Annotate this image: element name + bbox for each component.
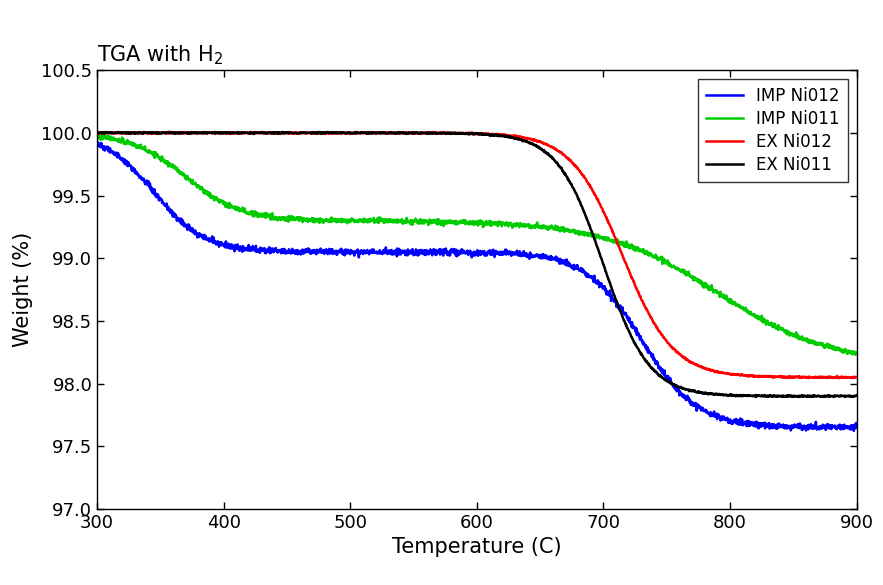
EX Ni011 — [462, 130, 472, 137]
IMP Ni012 — [462, 249, 472, 256]
Line: IMP Ni012: IMP Ni012 — [97, 142, 857, 431]
IMP Ni011 — [92, 136, 102, 143]
IMP Ni011 — [849, 351, 860, 358]
IMP Ni012 — [92, 140, 102, 147]
EX Ni012 — [131, 130, 141, 137]
EX Ni012 — [691, 361, 701, 368]
EX Ni011 — [794, 394, 804, 401]
EX Ni012 — [92, 130, 102, 137]
IMP Ni011 — [829, 346, 840, 353]
IMP Ni011 — [462, 219, 472, 226]
EX Ni012 — [834, 375, 844, 382]
X-axis label: Temperature (C): Temperature (C) — [392, 538, 562, 558]
EX Ni011 — [92, 129, 102, 136]
EX Ni011 — [442, 130, 452, 137]
Text: TGA with H$_2$: TGA with H$_2$ — [97, 44, 223, 67]
EX Ni011 — [691, 388, 701, 395]
EX Ni011 — [830, 392, 841, 399]
EX Ni011 — [829, 393, 840, 400]
IMP Ni012 — [829, 424, 840, 431]
IMP Ni011 — [131, 144, 141, 152]
Line: EX Ni011: EX Ni011 — [97, 132, 857, 397]
Line: IMP Ni011: IMP Ni011 — [97, 134, 857, 355]
Legend: IMP Ni012, IMP Ni011, EX Ni012, EX Ni011: IMP Ni012, IMP Ni011, EX Ni012, EX Ni011 — [698, 78, 849, 182]
EX Ni012 — [851, 374, 862, 381]
EX Ni012 — [829, 374, 840, 381]
IMP Ni011 — [851, 349, 862, 356]
IMP Ni012 — [92, 138, 102, 145]
EX Ni011 — [131, 130, 141, 137]
Line: EX Ni012: EX Ni012 — [97, 132, 857, 378]
IMP Ni012 — [849, 428, 859, 435]
IMP Ni011 — [691, 276, 701, 283]
IMP Ni012 — [851, 422, 862, 429]
IMP Ni012 — [829, 422, 840, 429]
IMP Ni011 — [93, 130, 103, 137]
EX Ni012 — [829, 374, 840, 381]
IMP Ni012 — [442, 247, 452, 254]
Y-axis label: Weight (%): Weight (%) — [13, 232, 33, 347]
EX Ni012 — [462, 130, 472, 137]
IMP Ni011 — [829, 346, 840, 353]
EX Ni011 — [851, 392, 862, 399]
EX Ni012 — [442, 130, 452, 137]
IMP Ni011 — [442, 218, 452, 225]
EX Ni012 — [164, 128, 175, 135]
IMP Ni012 — [691, 400, 701, 407]
EX Ni011 — [209, 128, 220, 135]
IMP Ni012 — [131, 170, 141, 177]
